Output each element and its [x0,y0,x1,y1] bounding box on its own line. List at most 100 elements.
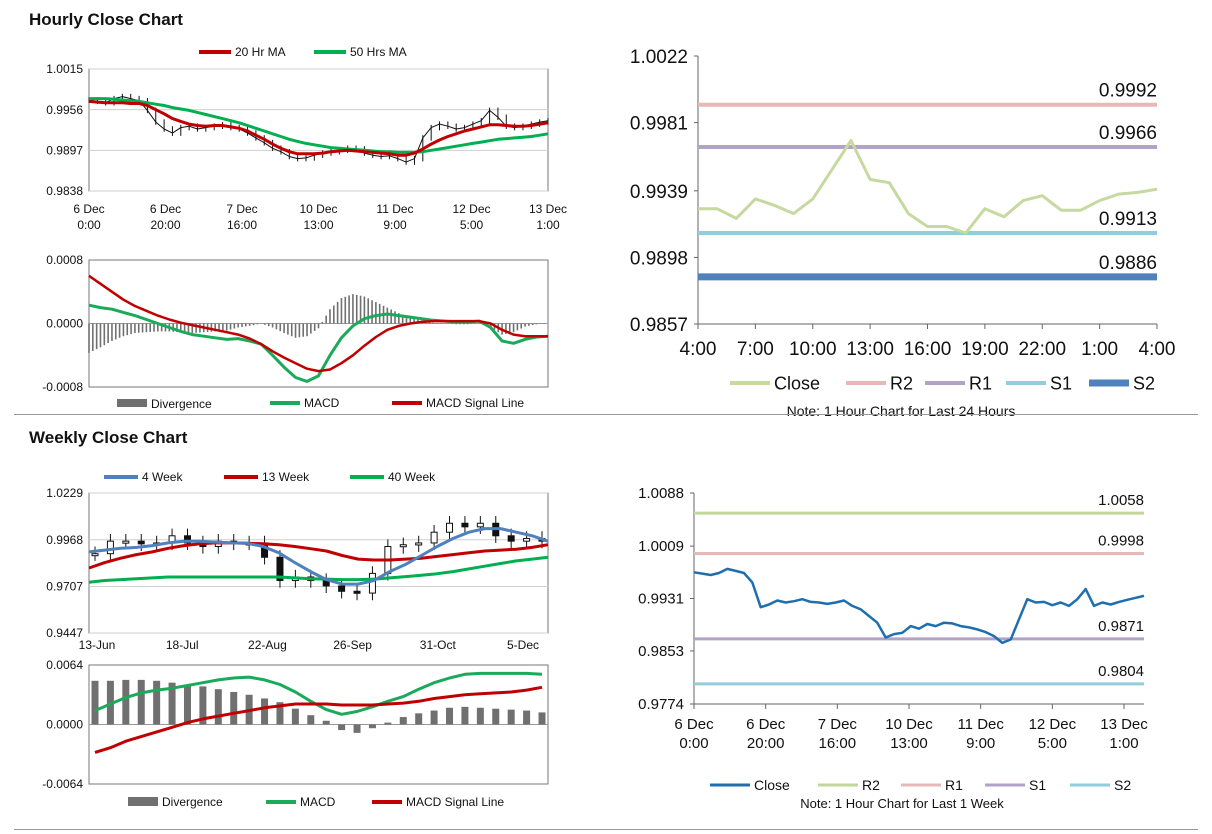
wh-xtick-day: 11 Dec [957,716,1004,733]
level-s2-label: 0.9804 [1098,663,1144,680]
weekly-macd-chart: 0.0064 0.0000 -0.0064 Divergence MACD MACD Si… [42,660,549,809]
divergence-bar [399,717,407,725]
h24-ytick: 1.0022 [630,47,688,68]
hourly-price-xtick-time: 0:00 [77,218,101,232]
divergence-bar [168,682,176,725]
wh-note: Note: 1 Hour Chart for Last 1 Week [800,796,1004,811]
weekly-hourly-chart: 1.0088 1.0009 0.9931 0.9853 0.9774 6 Dec 0:00 6… [638,485,1148,811]
candle-body [122,540,130,544]
divergence-bar [492,708,500,725]
weekly-price-ytick: 0.9968 [46,533,83,547]
wh-xtick-day: 6 Dec [674,716,714,733]
wh-xtick-day: 10 Dec [885,716,933,733]
weekly-price-xtick: 22-Aug [248,638,287,652]
h24-xtick: 19:00 [961,339,1009,360]
plot-frame [88,68,549,192]
weekly-price-xtick: 31-Oct [420,638,457,652]
h24-xtick: 4:00 [1139,339,1176,360]
wh-xtick-time: 16:00 [819,735,857,752]
divergence-bar [507,709,515,725]
h24-note: Note: 1 Hour Chart for Last 24 Hours [787,403,1016,419]
wh-xtick-time: 13:00 [890,735,928,752]
wh-xtick-day: 12 Dec [1029,716,1077,733]
weekly-price-ytick: 0.9447 [46,626,83,640]
hourly-price-xtick-day: 11 Dec [376,202,413,216]
legend-macd-label: MACD [300,795,336,809]
hourly-price-ytick: 0.9956 [46,103,83,117]
level-r2-label: 0.9992 [1099,81,1157,102]
divergence-bar [538,712,546,725]
legend-s1-label: S1 [1050,373,1072,393]
level-s1-label: 0.9871 [1098,618,1144,635]
h24-ytick: 0.9857 [630,315,688,336]
candle-body [461,522,469,528]
candle-body [183,535,191,544]
candle-body [91,553,99,557]
hourly-price-xtick-time: 1:00 [536,218,560,232]
h24-xtick: 16:00 [904,339,952,360]
divergence-bar [384,722,392,725]
close-line [698,139,1158,235]
wh-ytick: 0.9931 [638,591,684,608]
hourly-price-xtick-day: 13 Dec [529,202,567,216]
divergence-bar [322,720,330,725]
hourly-price-ytick: 0.9897 [46,144,83,158]
legend-4week-label: 4 Week [142,470,183,484]
candle-body [415,542,423,546]
hourly-price-xtick-time: 5:00 [460,218,484,232]
macd-signal-line [94,685,543,754]
legend-ma20-label: 20 Hr MA [235,45,286,59]
h24-xtick: 1:00 [1081,339,1118,360]
divergence-bar [415,713,423,725]
divergence-bar [183,684,191,725]
legend-signal-label: MACD Signal Line [426,396,524,410]
divergence-bar [122,679,130,725]
level-s2-label: 0.9886 [1099,253,1157,274]
level-s1-label: 0.9913 [1099,209,1157,230]
divergence-bar [446,707,454,725]
legend-40week-label: 40 Week [388,470,436,484]
divergence-bar [199,686,207,725]
h24-xtick: 22:00 [1018,339,1066,360]
candle-body [368,572,376,594]
divergence-bar [91,680,99,725]
hourly-section-title: Hourly Close Chart [29,10,183,29]
wh-xtick-day: 7 Dec [818,716,858,733]
wh-ytick: 1.0009 [638,538,684,555]
candle-body [353,590,361,594]
divergence-bar [276,702,284,725]
divergence-bar [153,680,161,725]
weekly-price-xtick: 26-Sep [333,638,372,652]
hourly-macd-chart: 0.0008 0.0000 -0.0008 Divergence MACD MACD Si… [42,253,549,411]
divergence-bar [476,707,484,725]
hourly-price-xtick-day: 6 Dec [150,202,181,216]
h24-xtick: 4:00 [680,339,717,360]
wh-ytick: 0.9774 [638,696,684,713]
wk40-line [88,555,549,584]
legend-ma50-label: 50 Hrs MA [350,45,407,59]
candle-body [399,544,407,548]
weekly-price-ytick: 1.0229 [46,486,83,500]
divergence-bar [430,710,438,725]
wh-xtick-day: 6 Dec [746,716,786,733]
legend-close-label: Close [754,777,790,793]
h24-xtick: 13:00 [846,339,894,360]
legend-close-label: Close [774,373,820,393]
hourly-price-xtick-time: 16:00 [227,218,257,232]
candle-body [446,522,454,533]
hourly-price-ytick: 1.0015 [46,62,83,76]
hourly-price-xtick-time: 13:00 [303,218,333,232]
hourly-price-xtick-time: 9:00 [383,218,407,232]
legend-divergence-label: Divergence [162,795,223,809]
divergence-bar [338,724,346,731]
legend-13week-label: 13 Week [262,470,310,484]
h24-ytick: 0.9898 [630,248,688,269]
legend-r1-label: R1 [969,373,992,393]
divergence-bar [291,708,299,725]
weekly-macd-ytick: 0.0000 [46,718,83,732]
hourly-price-xtick-day: 7 Dec [226,202,257,216]
legend-macd-label: MACD [304,396,340,410]
hourly-macd-ytick: 0.0008 [46,253,83,267]
hourly-price-chart: 1.0015 0.9956 0.9897 0.9838 6 Dec 0:00 6 Dec 20… [46,45,567,232]
